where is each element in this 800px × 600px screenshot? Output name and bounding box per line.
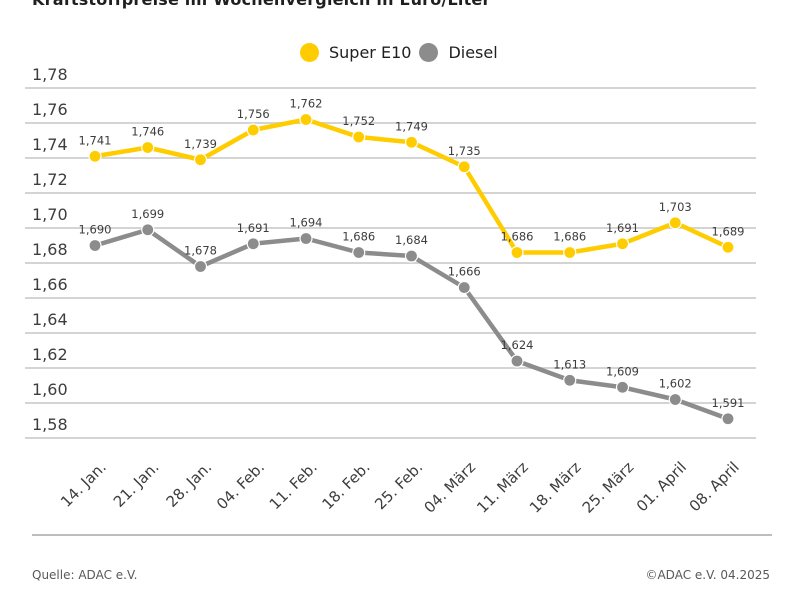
x-tick-label: 18. März (526, 458, 585, 517)
chart-title: Kraftstoffpreise im Wochenvergleich in E… (32, 0, 491, 10)
legend-item-super-e10: Super E10 (300, 43, 411, 62)
data-point-diesel (246, 237, 260, 251)
data-point-diesel (510, 354, 524, 368)
y-tick-label: 1,64 (32, 310, 68, 329)
legend-dot-diesel-icon (419, 43, 439, 62)
data-point-diesel (141, 223, 155, 237)
data-point-super-e10 (299, 112, 313, 127)
footer: Quelle: ADAC e.V. ©ADAC e.V. 04.2025 (32, 568, 770, 582)
x-tick-label: 18. Feb. (318, 458, 373, 513)
data-point-label-super-e10: 1,739 (184, 137, 217, 151)
x-tick-label: 25. März (579, 458, 638, 517)
data-point-super-e10 (193, 153, 208, 167)
y-tick-label: 1,72 (32, 170, 68, 189)
data-point-label-super-e10: 1,746 (131, 125, 164, 139)
y-tick-label: 1,62 (32, 345, 68, 364)
x-tick-label: 11. Feb. (266, 458, 321, 513)
legend: Super E10 Diesel (300, 43, 498, 62)
data-point-diesel (299, 231, 313, 246)
data-point-super-e10 (668, 216, 682, 230)
data-point-super-e10 (510, 245, 524, 260)
data-point-super-e10 (88, 149, 102, 163)
y-tick-label: 1,60 (32, 380, 68, 399)
data-point-label-super-e10: 1,752 (342, 114, 375, 128)
data-point-label-super-e10: 1,689 (712, 224, 745, 238)
y-tick-label: 1,58 (32, 415, 68, 434)
data-point-label-diesel: 1,602 (659, 377, 692, 391)
x-tick-label: 04. März (421, 458, 480, 517)
data-point-super-e10 (563, 245, 577, 260)
data-point-label-super-e10: 1,686 (553, 230, 586, 244)
data-point-label-diesel: 1,666 (448, 265, 481, 279)
data-point-label-super-e10: 1,741 (79, 133, 112, 147)
x-tick-label: 01. April (633, 458, 690, 515)
x-tick-label: 11. März (473, 458, 532, 517)
data-point-label-diesel: 1,678 (184, 244, 217, 258)
data-point-diesel (193, 259, 208, 274)
data-point-super-e10 (404, 135, 419, 149)
data-point-label-diesel: 1,686 (342, 230, 375, 244)
data-point-label-diesel: 1,613 (553, 357, 586, 371)
legend-label-super-e10: Super E10 (329, 43, 412, 62)
data-point-label-diesel: 1,609 (606, 364, 639, 378)
data-point-diesel (88, 238, 102, 253)
data-point-label-super-e10: 1,735 (448, 144, 481, 158)
x-tick-label: 04. Feb. (213, 458, 268, 513)
data-point-label-super-e10: 1,691 (606, 221, 639, 235)
y-tick-label: 1,76 (32, 100, 68, 119)
data-point-label-diesel: 1,591 (712, 396, 745, 410)
data-point-label-diesel: 1,691 (237, 221, 270, 235)
legend-label-diesel: Diesel (448, 43, 498, 62)
data-point-super-e10 (721, 240, 735, 254)
data-point-label-diesel: 1,684 (395, 233, 428, 247)
data-point-super-e10 (246, 123, 260, 137)
copyright-label: ©ADAC e.V. 04.2025 (645, 568, 770, 582)
data-point-super-e10 (615, 237, 630, 251)
y-tick-label: 1,68 (32, 240, 68, 259)
data-point-diesel (615, 380, 630, 394)
data-point-label-super-e10: 1,762 (290, 97, 323, 111)
x-tick-label: 28. Jan. (163, 458, 216, 511)
data-point-label-diesel: 1,624 (501, 338, 534, 352)
footer-divider (32, 534, 772, 536)
legend-item-diesel: Diesel (419, 43, 498, 62)
source-label: Quelle: ADAC e.V. (32, 568, 138, 582)
data-point-label-super-e10: 1,749 (395, 119, 428, 133)
data-point-diesel (563, 373, 577, 387)
data-point-label-diesel: 1,699 (131, 207, 164, 221)
x-tick-label: 14. Jan. (57, 458, 110, 511)
data-point-diesel (457, 280, 471, 295)
data-point-super-e10 (457, 160, 471, 174)
y-tick-label: 1,78 (32, 65, 68, 84)
data-point-diesel (668, 392, 682, 407)
data-point-super-e10 (352, 130, 366, 144)
y-tick-label: 1,66 (32, 275, 68, 294)
data-point-label-super-e10: 1,686 (501, 230, 534, 244)
data-point-label-diesel: 1,690 (79, 223, 112, 237)
data-point-diesel (721, 412, 735, 426)
x-tick-label: 08. April (686, 458, 743, 515)
data-point-diesel (352, 245, 366, 260)
y-tick-label: 1,70 (32, 205, 68, 224)
x-tick-label: 21. Jan. (110, 458, 163, 511)
x-tick-label: 25. Feb. (371, 458, 426, 513)
data-point-label-super-e10: 1,756 (237, 107, 270, 121)
data-point-super-e10 (141, 140, 155, 155)
legend-dot-super-e10-icon (300, 43, 319, 62)
data-point-label-diesel: 1,694 (290, 216, 323, 230)
data-point-diesel (404, 249, 419, 263)
data-point-label-super-e10: 1,703 (659, 200, 692, 214)
y-tick-label: 1,74 (32, 135, 68, 154)
